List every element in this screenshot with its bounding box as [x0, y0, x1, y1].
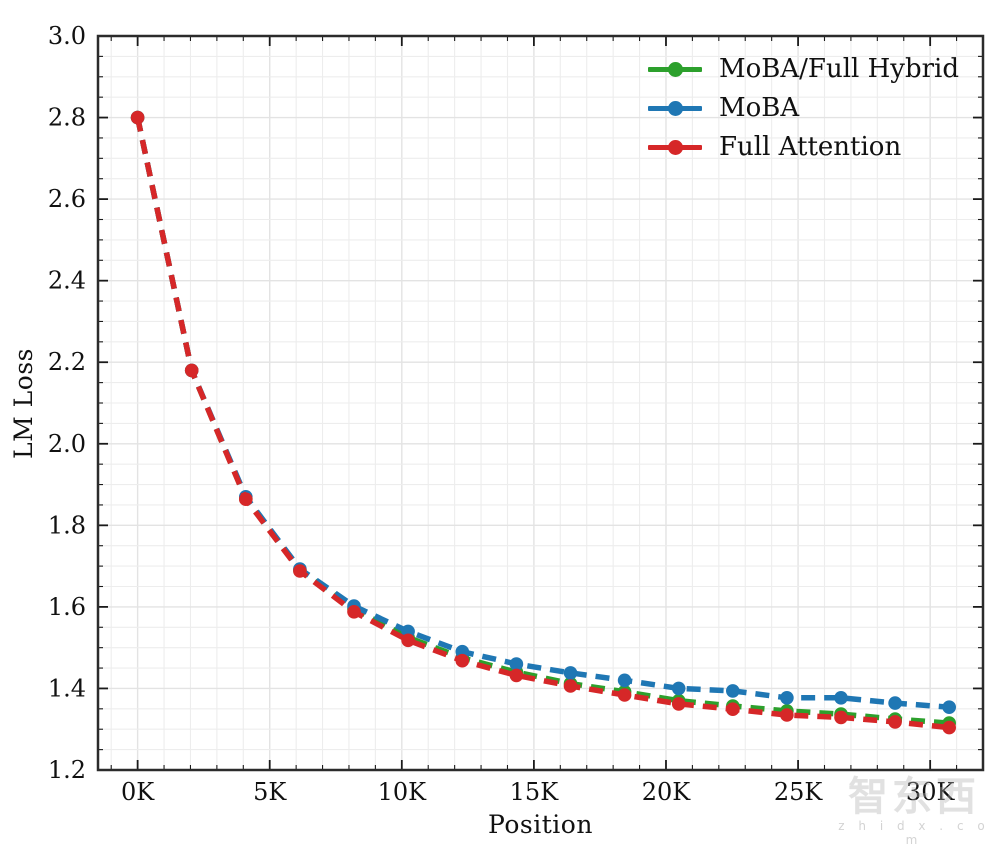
- x-tick-label: 15K: [510, 778, 560, 806]
- series-marker-full-attention: [780, 708, 794, 722]
- series-marker-moba: [888, 696, 902, 710]
- series-marker-moba: [780, 691, 794, 705]
- series-marker-full-attention: [455, 653, 470, 668]
- x-tick-label: 30K: [906, 778, 956, 806]
- series-marker-full-attention: [509, 668, 524, 683]
- y-tick-label: 1.6: [48, 593, 86, 621]
- series-marker-moba: [509, 657, 524, 671]
- x-tick-label: 10K: [378, 778, 428, 806]
- x-tick-label: 20K: [642, 778, 692, 806]
- series-marker-full-attention: [347, 605, 361, 619]
- legend-swatch-moba-icon: [648, 100, 702, 116]
- y-tick-label: 2.4: [48, 267, 86, 295]
- x-axis-title: Position: [488, 810, 593, 839]
- y-tick-label: 2.0: [48, 430, 86, 458]
- series-marker-moba: [617, 673, 632, 688]
- series-marker-full-attention: [671, 697, 686, 711]
- series-line-full-attention: [134, 117, 950, 731]
- series-marker-moba: [834, 691, 848, 705]
- series-marker-full-attention: [293, 564, 307, 578]
- series-line-moba-full-hybrid: [134, 117, 950, 726]
- y-tick-label: 2.2: [48, 348, 86, 376]
- series-line-moba: [134, 117, 950, 710]
- y-tick-label: 2.8: [48, 104, 86, 132]
- series-marker-full-attention: [942, 720, 956, 735]
- legend-swatch-full-attention-icon: [648, 139, 702, 155]
- series-marker-full-attention: [184, 363, 199, 378]
- series-marker-moba: [563, 666, 578, 680]
- series-marker-full-attention: [726, 702, 740, 716]
- legend-label-full-attention: Full Attention: [719, 132, 902, 162]
- x-tick-label: 0K: [121, 778, 155, 806]
- chart-legend: MoBA/Full Hybrid MoBA Full Attention: [648, 52, 959, 164]
- series-marker-full-attention: [617, 688, 632, 702]
- y-axis-title-wrap: LM Loss: [6, 36, 40, 770]
- y-tick-label: 1.2: [48, 756, 86, 784]
- series-marker-moba: [942, 700, 956, 714]
- series-marker-full-attention: [401, 633, 415, 648]
- legend-label-hybrid: MoBA/Full Hybrid: [719, 54, 959, 84]
- series-marker-full-attention: [239, 492, 253, 507]
- y-tick-label: 1.8: [48, 511, 86, 539]
- series-marker-full-attention: [130, 110, 145, 125]
- series-marker-full-attention: [888, 715, 902, 729]
- legend-item-moba: MoBA: [648, 91, 959, 125]
- y-tick-label: 3.0: [48, 22, 86, 50]
- series-marker-moba: [671, 681, 686, 696]
- x-tick-label: 25K: [774, 778, 824, 806]
- series-marker-moba: [726, 684, 740, 698]
- y-axis-title: LM Loss: [8, 347, 38, 459]
- legend-item-hybrid: MoBA/Full Hybrid: [648, 52, 959, 86]
- legend-swatch-hybrid-icon: [648, 61, 702, 77]
- plot-frame: [96, 34, 985, 772]
- y-tick-label: 2.6: [48, 185, 86, 213]
- series-marker-full-attention: [563, 679, 578, 693]
- series-marker-full-attention: [834, 710, 848, 725]
- x-tick-label: 5K: [253, 778, 287, 806]
- y-tick-label: 1.4: [48, 674, 86, 702]
- legend-label-moba: MoBA: [719, 93, 800, 123]
- legend-item-full-attention: Full Attention: [648, 130, 959, 164]
